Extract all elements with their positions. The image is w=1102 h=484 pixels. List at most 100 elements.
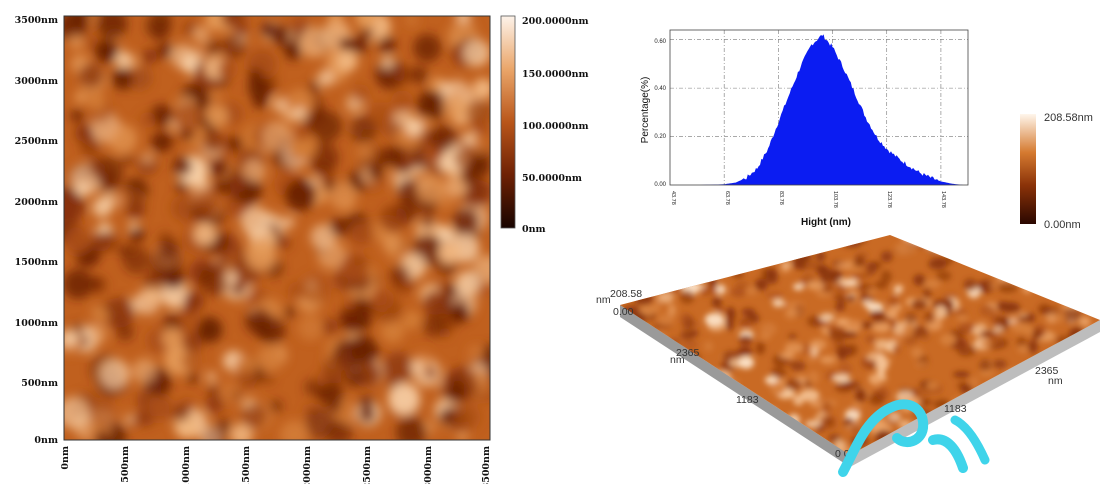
afm-grain <box>472 118 489 135</box>
surface-grain <box>960 246 977 257</box>
surface-grain <box>902 235 921 242</box>
surface-grain <box>685 262 704 276</box>
surface-grain <box>620 249 633 263</box>
surface-grain <box>749 236 759 244</box>
afm-grain <box>355 16 378 28</box>
surface-grain <box>620 417 637 427</box>
surface-grain <box>988 282 999 290</box>
surface-grain <box>1075 253 1090 260</box>
surface-grain <box>636 235 647 246</box>
afm-grain <box>298 26 330 58</box>
surface-grain <box>731 287 746 298</box>
afm-grain <box>205 105 229 128</box>
surface-grain <box>644 426 653 440</box>
afm-map-frame <box>63 15 491 441</box>
surface-grain <box>1022 285 1032 294</box>
surface-grain <box>862 299 873 308</box>
afm-grain <box>221 34 246 60</box>
afm-grain <box>380 55 395 70</box>
afm-grain <box>240 403 267 429</box>
surface-grain <box>1077 432 1088 442</box>
surface-grain <box>664 235 679 242</box>
surface-grain <box>1056 235 1073 242</box>
afm-grain <box>161 280 189 309</box>
surface-grain <box>806 280 825 291</box>
surface-grain <box>1007 420 1018 432</box>
surface-grain <box>638 379 647 387</box>
surface-grain <box>663 411 675 420</box>
afm-grain <box>242 159 266 183</box>
surface-grain <box>1027 312 1036 322</box>
surface-grain <box>1063 361 1084 369</box>
surface-grain <box>925 238 942 251</box>
afm-grain <box>187 373 198 384</box>
surface-grain <box>673 409 689 419</box>
surface-grain <box>778 235 796 242</box>
afm-grain <box>389 263 410 284</box>
afm-grain <box>368 164 385 181</box>
right-axis-unit: nm <box>1048 375 1063 387</box>
afm-grain <box>449 302 470 323</box>
surface-grain <box>1063 359 1073 371</box>
afm-grain <box>317 69 334 87</box>
surface-grain <box>710 427 721 435</box>
surface-grain <box>621 376 641 389</box>
surface-grain <box>628 421 640 431</box>
surface-grain <box>819 355 837 365</box>
surface-grain <box>911 299 928 310</box>
surface-grain <box>969 376 980 389</box>
surface-grain <box>660 388 676 402</box>
afm-grain <box>94 430 110 440</box>
afm-grain <box>343 297 357 311</box>
surface-grain <box>651 441 664 452</box>
surface-grain <box>837 347 847 361</box>
surface-grain <box>738 356 754 369</box>
afm-grain <box>107 124 138 154</box>
surface-grain <box>793 394 804 406</box>
afm-grain <box>124 414 135 425</box>
afm-grain <box>427 241 439 253</box>
surface-grain <box>681 444 697 455</box>
afm-grain <box>72 201 87 216</box>
surface-grain <box>653 384 668 398</box>
afm-grain <box>139 111 156 129</box>
surface-grain <box>1036 275 1045 288</box>
surface-grain <box>664 364 677 378</box>
afm-grain <box>80 324 95 339</box>
afm-grain <box>424 367 437 379</box>
surface-grain <box>821 326 831 336</box>
surface-grain <box>943 238 953 245</box>
surface-grain <box>949 329 967 337</box>
surface-grain <box>1006 390 1020 403</box>
afm-grain <box>161 327 183 349</box>
surface-grain <box>746 421 762 432</box>
surface-grain <box>708 441 724 450</box>
afm-grain <box>304 379 322 396</box>
surface-grain <box>643 251 653 263</box>
surface-grain <box>663 235 682 242</box>
surface-grain <box>1039 401 1052 409</box>
x-tick-label: 2500nm <box>362 446 373 484</box>
histogram-plot-frame <box>669 29 969 186</box>
surface-grain <box>739 319 754 327</box>
surface-colorbar-max: 208.58nm <box>1044 112 1093 124</box>
y-tick-label: 1500nm <box>15 257 58 268</box>
surface-grain <box>806 315 823 327</box>
afm-grain <box>286 88 314 117</box>
surface-grain <box>832 374 851 383</box>
surface-grain <box>754 278 768 291</box>
surface-grain <box>979 359 992 372</box>
surface-grain <box>659 407 671 421</box>
surface-grain <box>785 244 802 258</box>
surface-grain <box>677 438 687 452</box>
surface-grain <box>623 448 636 455</box>
afm-grain <box>441 93 469 121</box>
surface-grain <box>834 381 852 393</box>
surface-grain <box>635 257 648 269</box>
afm-grain <box>159 238 179 258</box>
afm-grain <box>388 383 420 415</box>
surface-grain <box>630 386 645 398</box>
afm-grain <box>218 253 232 267</box>
surface-grain <box>666 397 681 404</box>
surface-grain <box>713 396 730 409</box>
